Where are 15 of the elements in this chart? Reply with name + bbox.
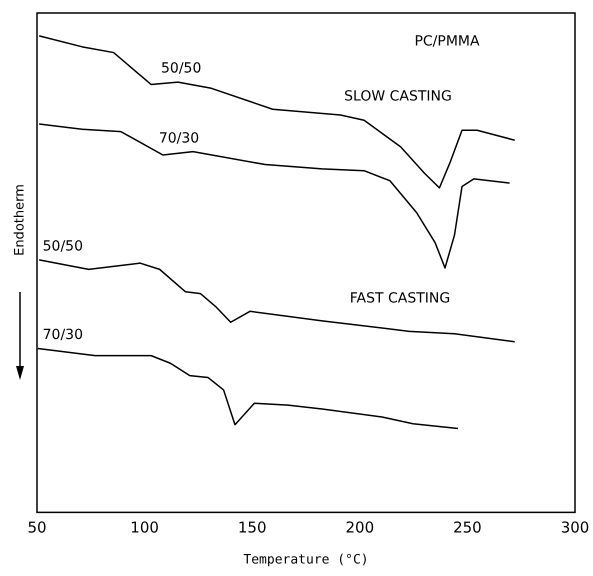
annotation: FAST CASTING — [350, 290, 450, 307]
series-label: 70/30 — [42, 327, 84, 344]
x-tick-label: 200 — [345, 518, 374, 536]
x-tick-label: 100 — [130, 518, 159, 536]
series-label: 50/50 — [42, 238, 84, 254]
series-label: 50/50 — [161, 60, 202, 77]
x-tick-label: 300 — [560, 518, 590, 536]
annotation: SLOW CASTING — [344, 88, 452, 105]
y-axis-title: Endotherm — [12, 184, 28, 256]
annotation: PC/PMMA — [414, 34, 480, 50]
x-tick-label: 150 — [238, 518, 267, 536]
x-axis-title: Temperature (°C) — [243, 552, 369, 568]
x-tick-label: 50 — [27, 518, 47, 536]
x-tick-label: 250 — [453, 518, 482, 536]
series-label: 70/30 — [158, 130, 200, 146]
